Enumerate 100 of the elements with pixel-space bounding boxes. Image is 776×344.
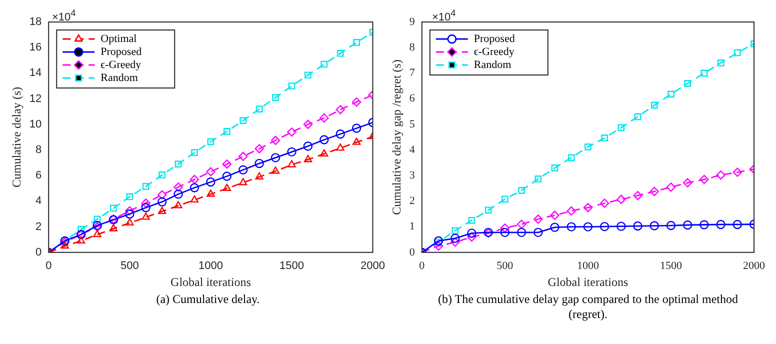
point bbox=[320, 149, 328, 156]
point bbox=[566, 222, 576, 232]
point bbox=[666, 182, 676, 192]
y-tick-label: 5 bbox=[409, 118, 416, 130]
point bbox=[174, 190, 183, 199]
point bbox=[500, 223, 510, 233]
x-tick-label: 0 bbox=[419, 260, 426, 272]
y-tick-label: 4 bbox=[409, 144, 416, 156]
point bbox=[434, 236, 444, 246]
point bbox=[700, 220, 709, 230]
y-tick-label: 14 bbox=[29, 67, 42, 80]
point bbox=[336, 143, 344, 151]
annotation: ×10$^{4}$ bbox=[432, 8, 456, 24]
point bbox=[125, 209, 134, 219]
point bbox=[141, 203, 150, 212]
point bbox=[270, 136, 280, 145]
point bbox=[551, 164, 558, 172]
y-tick-label: 4 bbox=[36, 195, 42, 208]
y-tick-label: 7 bbox=[409, 67, 416, 80]
point bbox=[158, 206, 166, 214]
point bbox=[550, 210, 560, 220]
point bbox=[320, 113, 329, 123]
point bbox=[288, 82, 296, 90]
point bbox=[320, 135, 329, 144]
point bbox=[600, 222, 610, 232]
point bbox=[583, 222, 593, 232]
point bbox=[288, 160, 296, 168]
point bbox=[222, 172, 232, 181]
point bbox=[78, 226, 84, 233]
point bbox=[287, 147, 296, 157]
point bbox=[353, 39, 360, 46]
text: (a) Cumulative delay. bbox=[155, 291, 261, 307]
point bbox=[238, 165, 248, 174]
point bbox=[270, 153, 280, 162]
y-tick-label: 16 bbox=[29, 42, 42, 54]
point bbox=[352, 124, 362, 133]
point bbox=[94, 216, 101, 223]
point bbox=[666, 220, 676, 230]
point bbox=[109, 224, 118, 232]
point bbox=[60, 241, 69, 249]
point bbox=[142, 212, 150, 220]
y-tick-label: 2 bbox=[36, 220, 42, 233]
point bbox=[468, 216, 476, 224]
point bbox=[239, 178, 248, 186]
point bbox=[716, 220, 726, 230]
point bbox=[633, 221, 642, 231]
point bbox=[534, 228, 543, 238]
point bbox=[76, 236, 86, 244]
y-tick-label: 10 bbox=[29, 118, 42, 130]
point bbox=[566, 206, 576, 216]
point bbox=[732, 220, 742, 230]
point bbox=[601, 134, 608, 142]
point bbox=[110, 204, 117, 212]
point bbox=[500, 228, 510, 238]
point bbox=[336, 50, 344, 57]
point bbox=[191, 149, 198, 156]
y-tick-label: 2 bbox=[409, 195, 415, 208]
point bbox=[682, 220, 692, 230]
y-tick-label: 12 bbox=[29, 92, 42, 105]
y-tick-label: 9 bbox=[409, 16, 416, 28]
point bbox=[352, 97, 362, 107]
x-tick-label: 500 bbox=[120, 260, 139, 272]
point bbox=[287, 127, 296, 137]
y-axis-title: Cumulative delay (s) bbox=[9, 86, 24, 188]
x-tick-label: 2000 bbox=[743, 260, 766, 272]
point bbox=[174, 182, 183, 192]
point bbox=[157, 190, 167, 200]
point bbox=[650, 102, 658, 109]
point bbox=[190, 174, 200, 184]
point bbox=[206, 167, 216, 176]
y-tick-label: 18 bbox=[29, 16, 42, 28]
point bbox=[174, 160, 182, 168]
point bbox=[223, 128, 230, 135]
point bbox=[634, 113, 642, 120]
point bbox=[518, 187, 525, 194]
point bbox=[190, 183, 200, 192]
legend-label: Random bbox=[100, 72, 138, 84]
point bbox=[682, 178, 692, 188]
point bbox=[272, 94, 279, 101]
y-tick-label: 8 bbox=[36, 144, 42, 156]
text: (b) The cumulative delay gap compared to the optimal method (regret). bbox=[436, 291, 740, 322]
x-tick-label: 1000 bbox=[198, 260, 223, 272]
point bbox=[336, 129, 345, 139]
point bbox=[583, 203, 593, 212]
y-tick-label: 8 bbox=[409, 41, 416, 54]
y-tick-label: 0 bbox=[36, 246, 42, 258]
y-tick-label: 0 bbox=[409, 246, 416, 258]
legend-label: Optimal bbox=[100, 32, 137, 45]
point bbox=[434, 241, 444, 251]
point bbox=[450, 238, 460, 247]
point bbox=[271, 166, 280, 174]
point bbox=[303, 142, 313, 151]
point bbox=[141, 198, 150, 208]
y-tick-label: 6 bbox=[409, 92, 416, 105]
point bbox=[222, 159, 232, 169]
legend-label: Random bbox=[474, 58, 512, 71]
point bbox=[717, 60, 724, 66]
point bbox=[516, 228, 526, 238]
point bbox=[467, 232, 476, 242]
point bbox=[534, 176, 542, 182]
